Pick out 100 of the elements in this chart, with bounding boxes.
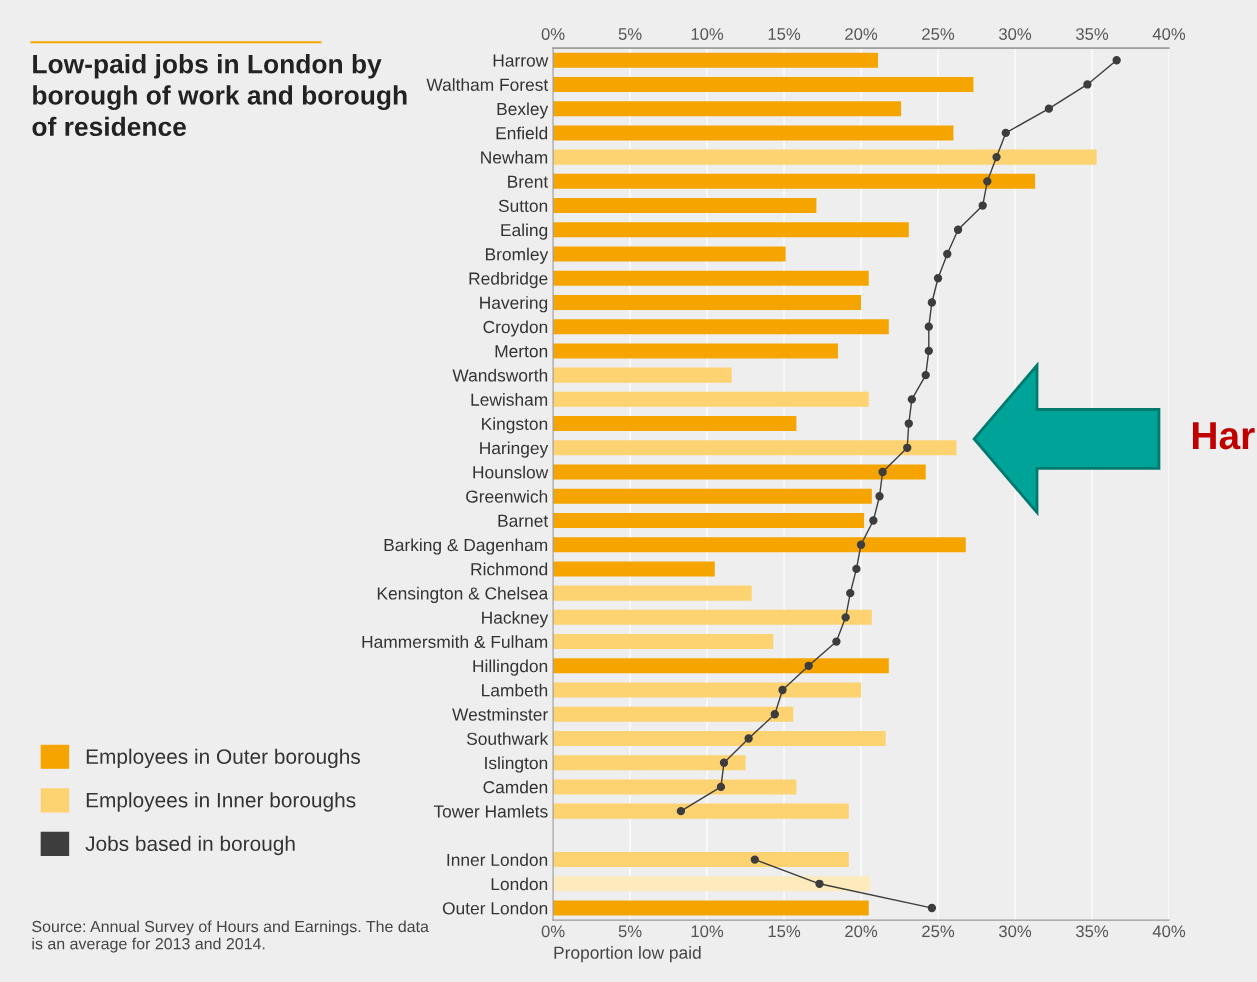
- bar: [553, 464, 926, 480]
- y-tick-label: Islington: [485, 756, 548, 773]
- bar: [553, 900, 869, 916]
- bar: [553, 755, 746, 771]
- point: [1044, 104, 1054, 113]
- point: [841, 613, 850, 622]
- y-tick-label: Barking & Dagenham: [384, 538, 548, 555]
- x-tick-label: 0%: [541, 925, 565, 938]
- y-tick-label: Waltham Forest: [426, 78, 549, 91]
- point: [1001, 128, 1010, 138]
- point: [992, 152, 1001, 162]
- bar: [553, 76, 974, 92]
- legend-label: Employees in Outer boroughs: [86, 748, 360, 769]
- bar: [553, 416, 797, 432]
- y-tick-label: Richmond: [471, 562, 548, 576]
- x2-tick-label: 0%: [541, 28, 565, 40]
- y-tick-label: Tower Hamlets: [433, 804, 548, 818]
- bar: [553, 391, 869, 407]
- text: Low-paid jobs in London by borough of work and borough of residence: [32, 54, 407, 137]
- bar: [553, 706, 794, 722]
- point: [924, 346, 933, 356]
- point: [852, 564, 861, 574]
- bar: [553, 367, 732, 383]
- x-tick-label: 30%: [998, 925, 1032, 938]
- bar: [553, 561, 715, 577]
- x2-tick-label: 35%: [1075, 28, 1109, 40]
- legend-label: Jobs based in borough: [85, 835, 295, 856]
- x-tick-label: 35%: [1075, 925, 1109, 938]
- x2-tick-label: 30%: [998, 28, 1032, 40]
- bar: [553, 609, 872, 625]
- y-tick-label: Redbridge: [469, 271, 548, 289]
- point: [832, 637, 841, 646]
- y-tick-label: Merton: [495, 345, 548, 358]
- y-tick-label: Kingston: [482, 417, 548, 434]
- bar: [553, 440, 957, 456]
- bar: [553, 270, 869, 286]
- y-tick-label: Southwark: [466, 732, 549, 745]
- bar: [553, 488, 872, 504]
- point: [924, 322, 933, 331]
- point: [875, 492, 884, 501]
- point: [921, 370, 930, 380]
- y-tick-label: Wandsworth: [452, 368, 548, 382]
- y-tick-label: Camden: [483, 780, 548, 794]
- x2-tick-label: 10%: [691, 28, 724, 40]
- legend-label: Employees in Inner boroughs: [86, 792, 356, 812]
- bar: [553, 876, 871, 892]
- y-tick-label: Sutton: [498, 199, 548, 213]
- point: [1083, 80, 1092, 89]
- point: [804, 661, 813, 670]
- y-tick-label: Lewisham: [471, 393, 548, 406]
- point: [904, 419, 913, 428]
- x-tick-label: 15%: [768, 925, 801, 938]
- point: [719, 758, 729, 767]
- point: [770, 710, 779, 719]
- y-tick-label: Croydon: [483, 320, 548, 337]
- point: [983, 177, 992, 186]
- bar: [553, 730, 886, 746]
- y-tick-label: Ealing: [501, 223, 548, 240]
- x-axis-title: Proportion low paid: [554, 946, 701, 963]
- x2-tick-label: 15%: [768, 28, 801, 40]
- y-tick-label: Bexley: [497, 102, 549, 119]
- y-tick-label: Havering: [480, 296, 548, 313]
- bar: [553, 125, 954, 141]
- bar: [553, 779, 797, 795]
- y-tick-label: Harrow: [493, 54, 549, 67]
- y-tick-label: Outer London: [442, 901, 548, 915]
- bar: [553, 658, 889, 674]
- bar: [553, 803, 849, 819]
- point: [869, 516, 878, 525]
- point: [744, 734, 753, 743]
- point: [927, 298, 937, 307]
- y-tick-label: Westminster: [452, 707, 548, 721]
- y-tick-label: Hounslow: [473, 465, 549, 479]
- point: [846, 588, 855, 598]
- point: [933, 274, 943, 283]
- y-tick-label: Hackney: [482, 611, 549, 628]
- bar: [553, 512, 865, 528]
- x2-tick-label: 40%: [1152, 28, 1186, 40]
- bar: [553, 537, 966, 553]
- point: [907, 395, 917, 404]
- point: [815, 879, 824, 888]
- bar: [553, 585, 752, 601]
- source-note: Source: Annual Survey of Hours and Earnings. The data is an average for 2013 and 2014.: [32, 920, 429, 953]
- bar: [553, 634, 774, 650]
- y-tick-label: Barnet: [498, 514, 549, 527]
- point: [1112, 56, 1121, 65]
- bar: [553, 682, 862, 698]
- point: [856, 540, 866, 549]
- y-tick-label: Lambeth: [482, 683, 548, 697]
- y-tick-label: Hammersmith & Fulham: [362, 635, 548, 649]
- bar: [553, 246, 786, 262]
- y-tick-label: Newham: [481, 150, 548, 164]
- y-tick-label: Brent: [508, 175, 549, 188]
- y-tick-label: London: [491, 877, 548, 891]
- y-tick-label: Hillingdon: [473, 659, 548, 676]
- point: [953, 225, 963, 234]
- x2-tick-label: 20%: [845, 28, 878, 40]
- point: [676, 806, 686, 816]
- bar: [553, 101, 902, 117]
- bar: [553, 852, 849, 868]
